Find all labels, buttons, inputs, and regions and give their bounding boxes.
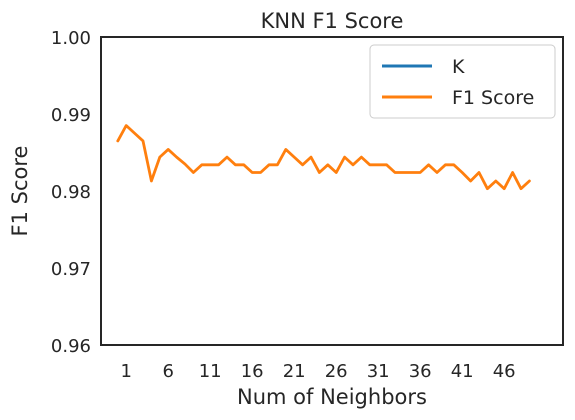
legend: K F1 Score <box>369 44 556 119</box>
y-tick-label: 0.98 <box>51 182 91 203</box>
x-tick-label: 6 <box>162 361 173 382</box>
y-axis-label: F1 Score <box>8 146 32 237</box>
y-tick-label: 1.00 <box>51 28 91 49</box>
x-tick-label: 16 <box>241 361 264 382</box>
x-tick-label: 11 <box>199 361 222 382</box>
y-tick-label: 0.99 <box>51 105 91 126</box>
chart-title: KNN F1 Score <box>261 9 404 33</box>
x-axis-label: Num of Neighbors <box>237 385 427 409</box>
x-tick-label: 21 <box>283 361 306 382</box>
series-line-f1-score <box>116 124 531 191</box>
y-tick-label: 0.96 <box>51 336 91 357</box>
y-tick-label: 0.97 <box>51 259 91 280</box>
x-tick-label: 41 <box>451 361 474 382</box>
x-tick-label: 36 <box>409 361 432 382</box>
x-tick-label: 26 <box>325 361 348 382</box>
legend-label-k: K <box>452 56 465 78</box>
x-tick-label: 1 <box>120 361 131 382</box>
x-tick-label: 31 <box>367 361 390 382</box>
legend-label-f1-score: F1 Score <box>452 87 534 109</box>
x-tick-label: 46 <box>493 361 516 382</box>
plot-frame <box>100 36 564 346</box>
legend-box <box>369 44 556 119</box>
